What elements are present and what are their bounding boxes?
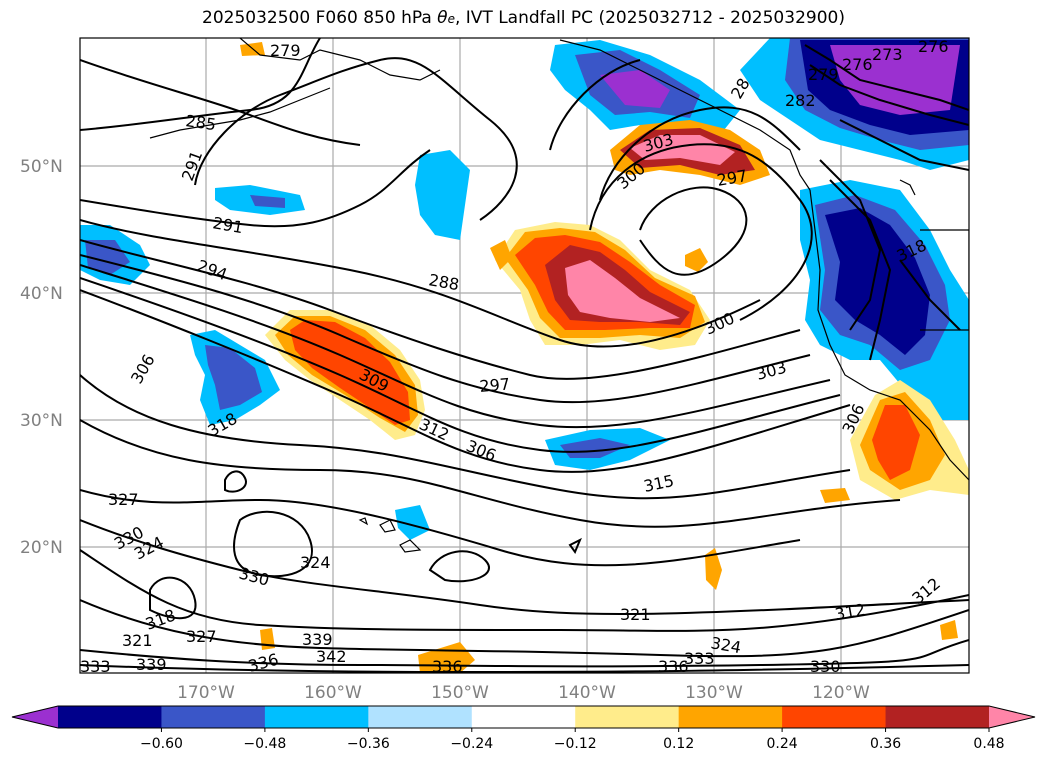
figure-title: 2025032500 F060 850 hPa θe, IVT Landfall… [202,8,845,28]
contour-label: 336 [432,657,463,676]
lat-label: 30°N [20,411,63,431]
contour-label: 279 [808,65,839,84]
lon-label: 120°W [812,683,870,703]
contour-label: 297 [479,374,511,396]
contour-label: 276 [918,37,949,56]
contour-label: 273 [872,45,903,64]
colorbar-cell [782,706,887,728]
colorbar-tick-label: 0.36 [870,736,901,752]
colorbar-tick-label: 0.48 [973,736,1004,752]
colorbar-cell [885,706,990,728]
colorbar: −0.60 −0.48 −0.36 −0.24 −0.12 0.12 0.24 0.36 0.4… [11,705,1036,752]
lon-labels: 170°W 160°W 150°W 140°W 130°W 120°W [177,683,870,703]
lon-label: 150°W [431,683,489,703]
colorbar-cell [264,706,369,728]
theta-e-contours [80,38,969,673]
lat-label: 50°N [20,157,63,177]
contour-label: 285 [184,111,217,134]
colorbar-cell [471,706,576,728]
colorbar-tick-label: −0.48 [243,736,286,752]
colorbar-tick-label: −0.12 [554,736,597,752]
colorbar-cell [58,706,162,728]
contour-label: 339 [136,655,167,674]
map-frame [79,37,970,674]
contour-label: 336 [658,657,689,676]
colorbar-tick-label: 0.12 [663,736,694,752]
contour-label: 333 [684,649,715,668]
contour-label: 324 [300,553,331,572]
colorbar-tick-label: −0.24 [450,736,493,752]
contour-label: 321 [620,605,651,624]
contour-labels: 279 285 291 291 294 288 282 279 276 273 … [80,37,949,676]
colorbar-extend-high [989,706,1035,728]
contour-label: 279 [270,41,301,60]
contour-label: 276 [842,55,873,74]
lat-label: 40°N [20,284,63,304]
colorbar-tick-label: −0.36 [347,736,390,752]
contour-label: 339 [302,630,333,649]
colorbar-extend-low [12,706,58,728]
lon-label: 160°W [304,683,362,703]
contour-label: 327 [108,490,139,509]
lon-label: 130°W [685,683,743,703]
contour-label: 330 [810,657,841,676]
contour-label: 282 [785,91,816,110]
coastlines [149,38,969,553]
lon-label: 170°W [177,683,235,703]
lat-labels: 50°N 40°N 30°N 20°N [20,157,63,558]
contour-label: 342 [316,647,347,666]
contour-label: 336 [246,650,280,676]
lat-label: 20°N [20,538,63,558]
contour-label: 321 [122,631,153,650]
colorbar-cell [678,706,783,728]
colorbar-cell [368,706,473,728]
colorbar-tick-label: 0.24 [767,736,798,752]
colorbar-cell [575,706,680,728]
contour-label: 333 [80,657,111,676]
colorbar-cell [161,706,266,728]
colorbar-tick-label: −0.60 [140,736,183,752]
lon-label: 140°W [558,683,616,703]
contour-label: 327 [186,627,217,646]
